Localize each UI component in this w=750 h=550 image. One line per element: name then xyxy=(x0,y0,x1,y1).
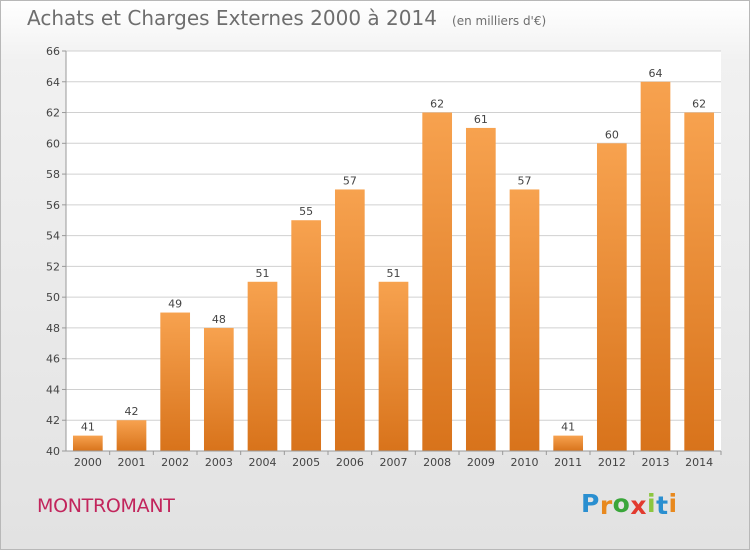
y-tick-label: 54 xyxy=(46,230,60,243)
bars xyxy=(72,81,715,452)
y-tick-label: 66 xyxy=(46,45,60,58)
x-tick-label: 2010 xyxy=(511,456,539,469)
bar xyxy=(509,189,540,451)
bar xyxy=(203,327,234,451)
bar-value-label: 62 xyxy=(692,98,706,111)
y-tick-label: 44 xyxy=(46,383,60,396)
bar xyxy=(160,312,191,451)
bar-value-label: 42 xyxy=(125,405,139,418)
bar xyxy=(465,127,496,451)
bar xyxy=(116,420,147,451)
bar xyxy=(72,435,103,451)
x-axis-ticks: 2000 2001 2002 2003 2004 2005 2006 2007 2008 2009… xyxy=(74,451,722,469)
bar-value-label: 57 xyxy=(518,174,532,187)
y-tick-label: 52 xyxy=(46,260,60,273)
logo-letter: i xyxy=(647,489,657,518)
bar xyxy=(684,112,715,452)
y-tick-label: 58 xyxy=(46,168,60,181)
logo-letter: P xyxy=(581,489,600,518)
y-tick-label: 48 xyxy=(46,322,60,335)
bar xyxy=(247,281,278,451)
x-tick-label: 2009 xyxy=(467,456,495,469)
x-tick-label: 2014 xyxy=(685,456,713,469)
bar-value-label: 55 xyxy=(299,205,313,218)
bar-value-label: 41 xyxy=(81,421,95,434)
x-tick-label: 2008 xyxy=(423,456,451,469)
y-tick-label: 56 xyxy=(46,199,60,212)
bar-value-label: 49 xyxy=(168,298,182,311)
x-tick-label: 2000 xyxy=(74,456,102,469)
chart-title: Achats et Charges Externes 2000 à 2014 xyxy=(27,6,437,30)
y-tick-label: 64 xyxy=(46,76,60,89)
y-tick-label: 40 xyxy=(46,445,60,458)
logo-letter: o xyxy=(612,489,631,518)
y-tick-label: 42 xyxy=(46,414,60,427)
y-tick-label: 50 xyxy=(46,291,60,304)
x-tick-label: 2005 xyxy=(292,456,320,469)
x-tick-label: 2013 xyxy=(642,456,670,469)
proxiti-logo: Proxiti xyxy=(581,489,678,520)
y-tick-label: 46 xyxy=(46,353,60,366)
x-tick-label: 2001 xyxy=(118,456,146,469)
chart-title-block: Achats et Charges Externes 2000 à 2014 (… xyxy=(27,6,546,30)
bar-value-label: 61 xyxy=(474,113,488,126)
bar xyxy=(553,435,584,451)
logo-letter: r xyxy=(599,491,613,520)
bar xyxy=(291,220,322,451)
bar-value-label: 51 xyxy=(256,267,270,280)
y-tick-label: 62 xyxy=(46,107,60,120)
bar-value-label: 60 xyxy=(605,128,619,141)
logo-letter: i xyxy=(668,489,678,518)
logo-letter: t xyxy=(656,491,669,520)
bar xyxy=(422,112,453,452)
x-tick-label: 2006 xyxy=(336,456,364,469)
value-labels: 41 42 49 48 51 55 57 51 62 61 57 41 60 64 62 xyxy=(81,67,706,434)
bar-value-label: 51 xyxy=(387,267,401,280)
x-tick-label: 2007 xyxy=(380,456,408,469)
chart-unit-label: (en milliers d'€) xyxy=(452,14,547,28)
bar-value-label: 41 xyxy=(561,421,575,434)
bar xyxy=(640,81,671,452)
logo-letter: x xyxy=(630,491,647,520)
x-tick-label: 2004 xyxy=(249,456,277,469)
bar xyxy=(378,281,409,451)
bar-value-label: 48 xyxy=(212,313,226,326)
x-tick-label: 2012 xyxy=(598,456,626,469)
bar xyxy=(596,143,627,452)
y-tick-label: 60 xyxy=(46,137,60,150)
bar xyxy=(334,189,365,451)
bar-value-label: 64 xyxy=(649,67,663,80)
x-tick-label: 2002 xyxy=(161,456,189,469)
bar-value-label: 62 xyxy=(430,98,444,111)
town-name: MONTROMANT xyxy=(37,495,175,517)
y-axis-ticks: 40 42 44 46 48 50 52 54 56 58 60 62 64 66 xyxy=(46,45,66,458)
x-tick-label: 2011 xyxy=(554,456,582,469)
bar-value-label: 57 xyxy=(343,174,357,187)
x-tick-label: 2003 xyxy=(205,456,233,469)
